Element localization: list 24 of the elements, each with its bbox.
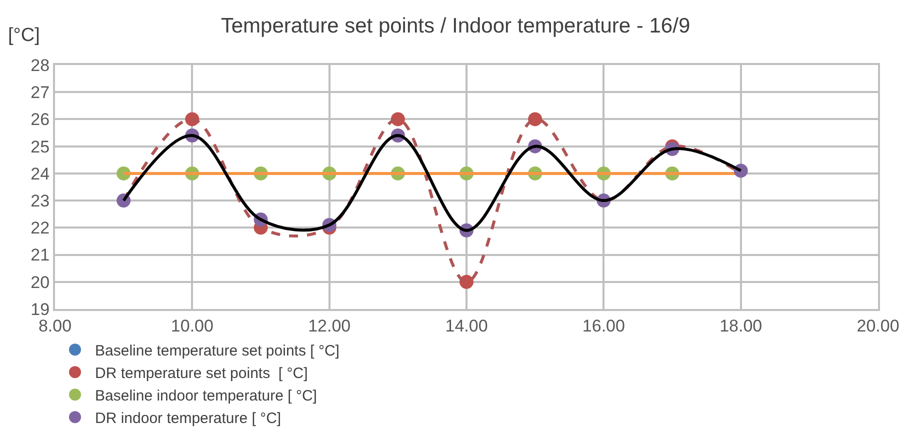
y-tick-label: 20 [30,272,50,292]
x-tick-label: 8.00 [38,316,72,336]
point [528,112,542,126]
legend-label: Baseline indoor temperature [ °C] [95,388,317,404]
y-tick-label: 23 [30,192,50,211]
y-tick-label: 27 [30,83,50,102]
y-tick-label: 28 [30,56,50,75]
y-tick-label: 24 [30,164,50,184]
legend-label: DR indoor temperature [ °C] [95,410,282,427]
legend-label: DR temperature set points [ °C] [95,365,308,382]
legend-label: Baseline temperature set points [ °C] [95,342,340,360]
y-tick-label: 26 [30,110,50,130]
chart-title: Temperature set points / Indoor temperature - 16/9 [220,14,690,38]
x-tick-label: 10.00 [170,316,214,336]
y-tick-label: 19 [30,300,50,319]
x-tick-label: 12.00 [308,316,351,336]
x-tick-label: 16.00 [582,316,625,336]
x-tick-label: 20.00 [856,316,900,336]
y-tick-label: 25 [30,137,50,156]
y-tick-label: 22 [30,218,50,238]
y-axis-title: [°C] [8,25,40,46]
x-tick-label: 18.00 [720,316,762,336]
x-tick-label: 14.00 [445,316,488,336]
y-tick-label: 21 [30,246,50,265]
